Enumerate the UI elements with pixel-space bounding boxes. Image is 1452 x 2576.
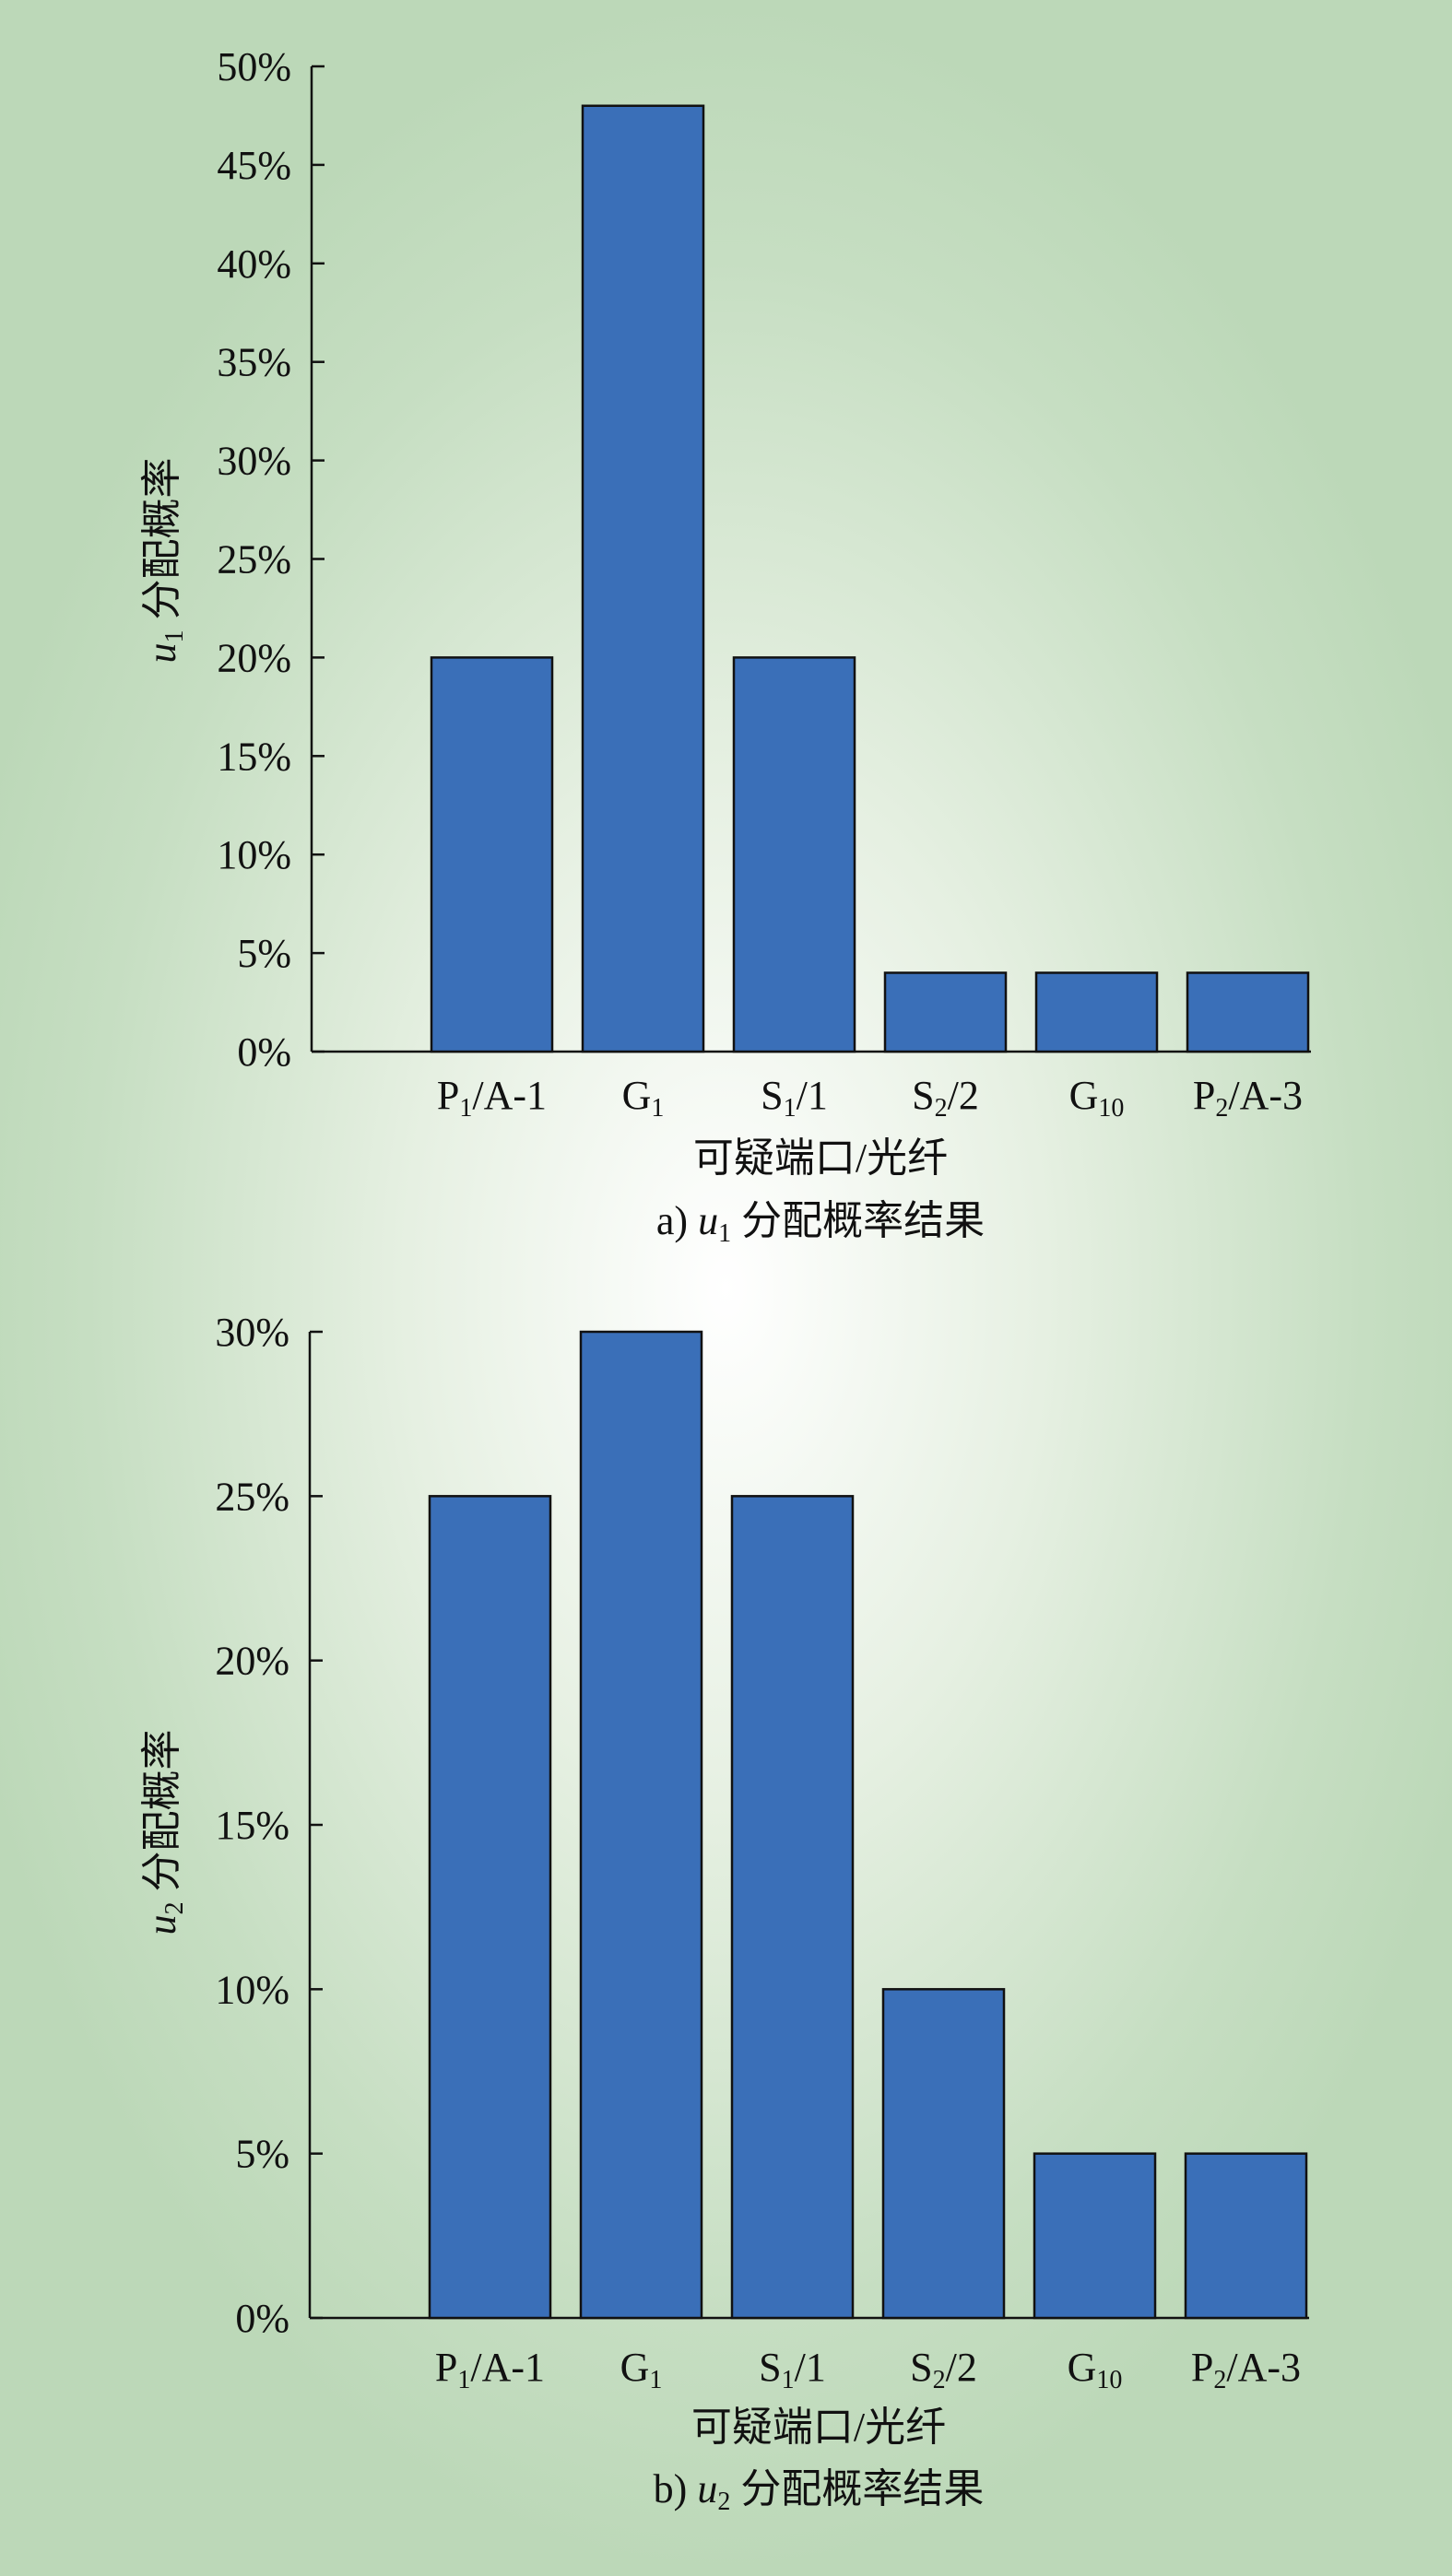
x-tick-label: S2/2 xyxy=(910,2345,977,2394)
x-axis-title: 可疑端口/光纤 xyxy=(693,1135,948,1181)
chart-b-u2-probability: 0% 5% 10% 15% 20% 25% 30% P1/A-1 G1 S1/1 S2/2 G10 P2… xyxy=(139,1310,1309,2516)
y-tick-label: 25% xyxy=(215,1474,289,1519)
y-tick-label: 30% xyxy=(215,1310,289,1355)
y-tick-label: 10% xyxy=(217,832,291,877)
x-tick-label: S1/1 xyxy=(761,1073,828,1123)
bar xyxy=(579,1330,703,2320)
x-tick-label: G1 xyxy=(620,2345,663,2394)
y-tick-label: 40% xyxy=(217,241,291,287)
y-tick-label: 5% xyxy=(237,931,291,976)
y-tick-label: 45% xyxy=(217,143,291,188)
y-tick-label: 15% xyxy=(217,734,291,779)
y-tick-label: 20% xyxy=(217,635,291,680)
x-tick-label: G10 xyxy=(1069,1073,1125,1123)
y-tick-label: 20% xyxy=(215,1639,289,1684)
chart-caption: b) u2 分配概率结果 xyxy=(654,2466,985,2516)
y-tick-label: 25% xyxy=(217,537,291,582)
bar xyxy=(883,971,1008,1053)
x-tick-label: S2/2 xyxy=(912,1073,979,1123)
chart-caption: a) u1 分配概率结果 xyxy=(656,1198,985,1248)
bar xyxy=(1033,2152,1157,2320)
x-axis-title: 可疑端口/光纤 xyxy=(691,2405,946,2450)
y-axis-title: u2 分配概率 xyxy=(139,1730,189,1935)
y-axis-title: u1 分配概率 xyxy=(139,458,189,664)
y-tick-label: 0% xyxy=(237,1029,291,1075)
bar xyxy=(430,656,554,1053)
y-tick-label: 0% xyxy=(235,2296,289,2341)
x-tick-label: S1/1 xyxy=(759,2345,826,2394)
bar xyxy=(581,104,705,1053)
bar xyxy=(1186,971,1310,1053)
y-tick-label: 10% xyxy=(215,1967,289,2012)
x-tick-label: G1 xyxy=(622,1073,665,1123)
x-tick-label: P2/A-3 xyxy=(1191,2345,1301,2394)
y-tick-label: 30% xyxy=(217,439,291,484)
y-tick-label: 50% xyxy=(217,44,291,89)
chart-a-u1-probability: 0% 5% 10% 15% 20% 25% 30% 35% 40% 45% 50% P1/A-1 G1 S… xyxy=(139,44,1311,1248)
y-tick-label: 5% xyxy=(235,2132,289,2177)
bar xyxy=(881,1988,1006,2320)
x-tick-label: P2/A-3 xyxy=(1193,1073,1303,1123)
x-tick-label: P1/A-1 xyxy=(435,2345,545,2394)
bar xyxy=(1034,971,1159,1053)
bar xyxy=(428,1495,552,2320)
bar xyxy=(730,1495,855,2320)
x-tick-label: G10 xyxy=(1068,2345,1123,2394)
y-tick-label: 35% xyxy=(217,340,291,385)
bar xyxy=(732,656,856,1053)
x-tick-label: P1/A-1 xyxy=(437,1073,547,1123)
y-tick-label: 15% xyxy=(215,1803,289,1848)
bar xyxy=(1184,2152,1308,2320)
